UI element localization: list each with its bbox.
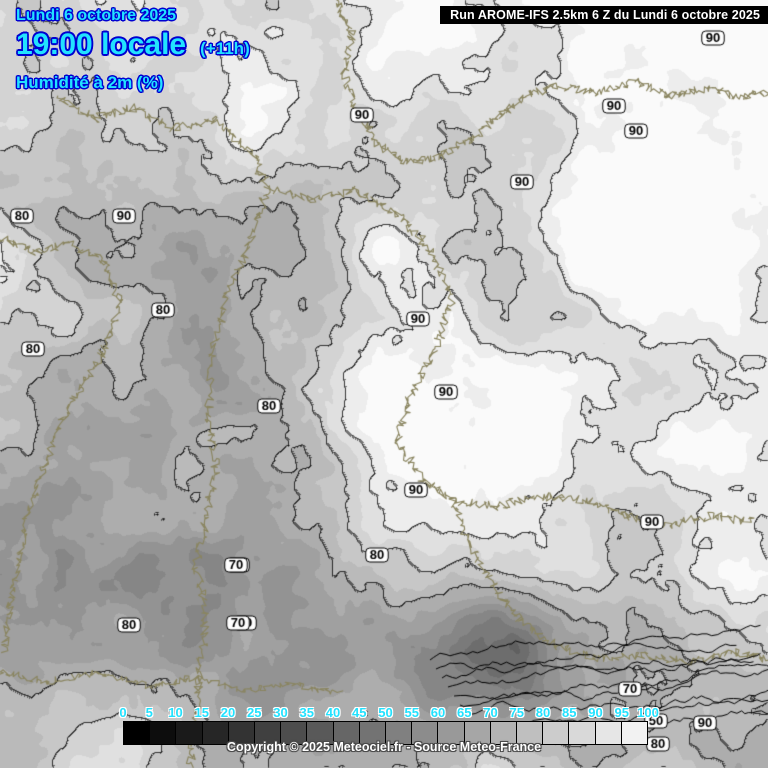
legend-swatch[interactable]: [307, 722, 334, 744]
legend-swatch[interactable]: [438, 722, 465, 744]
legend-swatch[interactable]: [621, 722, 648, 744]
legend-swatch[interactable]: [490, 722, 518, 744]
legend-swatch[interactable]: [359, 722, 387, 744]
color-scale-legend[interactable]: 0 5 10 15 20 25 30 35 40 45 50 55 60 65 70 75 80 85 90 95 10…: [119, 705, 659, 745]
legend-color-bar[interactable]: [123, 721, 648, 745]
legend-swatch[interactable]: [176, 722, 203, 744]
legend-swatch[interactable]: [333, 722, 360, 744]
legend-tick-label: 30: [273, 705, 288, 720]
legend-tick-label: 75: [509, 705, 524, 720]
legend-tick-label: 25: [247, 705, 262, 720]
legend-swatch[interactable]: [412, 722, 439, 744]
legend-tick-label: 90: [588, 705, 603, 720]
legend-swatch[interactable]: [464, 722, 491, 744]
legend-swatch[interactable]: [255, 722, 282, 744]
legend-swatch[interactable]: [124, 722, 151, 744]
legend-tick-label: 10: [168, 705, 183, 720]
legend-tick-label: 80: [535, 705, 551, 720]
legend-swatch[interactable]: [150, 722, 177, 744]
legend-tick-label: 35: [299, 705, 314, 720]
legend-swatch[interactable]: [595, 722, 622, 744]
legend-swatch[interactable]: [281, 722, 308, 744]
legend-swatch[interactable]: [517, 722, 544, 744]
legend-tick-label: 65: [457, 705, 472, 720]
legend-swatch[interactable]: [202, 722, 229, 744]
legend-tick-label: 95: [614, 705, 629, 720]
legend-tick-label: 100: [637, 705, 659, 720]
legend-tick-label: 0: [119, 705, 127, 720]
legend-swatch[interactable]: [543, 722, 570, 744]
legend-tick-label: 70: [483, 705, 498, 720]
legend-tick-label: 40: [325, 705, 341, 720]
legend-tick-label: 45: [352, 705, 367, 720]
legend-tick-label: 15: [194, 705, 209, 720]
legend-tick-labels: 0 5 10 15 20 25 30 35 40 45 50 55 60 65 70 75 80 85 90 95 10…: [119, 705, 658, 721]
legend-tick-label: 5: [145, 705, 153, 720]
legend-swatch[interactable]: [569, 722, 596, 744]
run-title-bar: Run AROME-IFS 2.5km 6 Z du Lundi 6 octob…: [440, 6, 768, 24]
legend-swatch[interactable]: [228, 722, 256, 744]
legend-tick-label: 50: [378, 705, 393, 720]
legend-tick-label: 85: [562, 705, 577, 720]
legend-tick-label: 60: [430, 705, 446, 720]
legend-tick-label: 55: [404, 705, 419, 720]
legend-swatch[interactable]: [386, 722, 413, 744]
legend-tick-label: 20: [220, 705, 236, 720]
